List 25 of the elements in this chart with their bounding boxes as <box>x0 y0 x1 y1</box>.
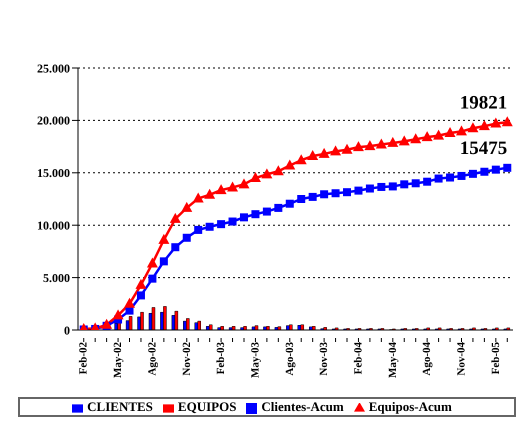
x-tick-label: Feb-02 <box>78 342 90 374</box>
x-tick-label: Feb-04 <box>352 342 364 374</box>
y-tick-label: 15.000 <box>37 166 70 180</box>
legend-label: CLIENTES <box>87 399 153 414</box>
x-tick-label: May-03 <box>249 342 262 378</box>
x-tick-label: Ago-04 <box>421 342 434 376</box>
x-tick-label: May-02 <box>112 342 124 378</box>
y-tick-label: 5.000 <box>43 270 70 285</box>
y-tick-label: 10.000 <box>37 218 70 232</box>
x-tick-label: Feb-03 <box>215 342 228 374</box>
legend-label: Equipos-Acum <box>368 399 452 414</box>
x-tick-label: Ago-03 <box>284 342 296 376</box>
x-tick-label: Nov-03 <box>318 342 330 376</box>
x-tick-label: May-04 <box>386 342 399 378</box>
x-tick-label: Nov-02 <box>180 342 193 376</box>
y-tick-label: 25.000 <box>37 61 70 76</box>
x-tick-label: Nov-04 <box>455 342 468 376</box>
x-tick-label: Ago-02 <box>146 342 158 376</box>
y-tick-label: 20.000 <box>37 114 70 128</box>
x-tick-label: Feb-05 <box>490 342 502 374</box>
data-label: 19821 <box>460 92 508 114</box>
data-label: 15475 <box>460 138 508 159</box>
y-tick-label: 0 <box>64 323 70 338</box>
legend-label: Clientes-Acum <box>261 399 344 414</box>
legend-label: EQUIPOS <box>178 399 236 414</box>
